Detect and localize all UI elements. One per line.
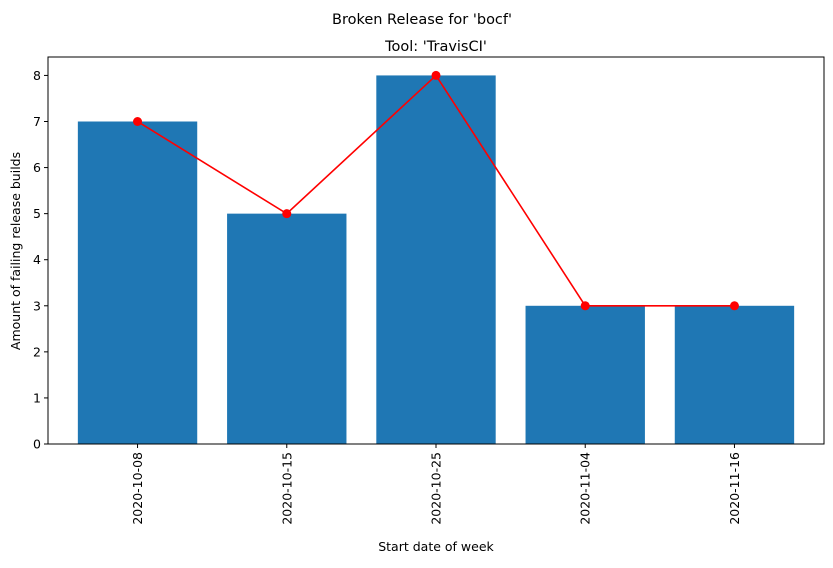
line-point-2020-11-16 — [729, 301, 739, 311]
y-tick-label-5: 5 — [33, 206, 41, 221]
chart-title: Tool: 'TravisCI' — [384, 39, 487, 55]
bar-2020-11-16 — [674, 305, 795, 444]
y-tick-label-7: 7 — [33, 114, 41, 129]
y-tick-label-3: 3 — [33, 298, 41, 313]
line-point-2020-10-08 — [133, 117, 143, 126]
y-tick-label-0: 0 — [33, 437, 41, 452]
bar-2020-10-25 — [376, 75, 496, 445]
y-tick-label-4: 4 — [33, 252, 41, 267]
y-axis: 0 1 2 3 4 5 6 7 8 — [33, 68, 48, 452]
x-axis-label: Start date of week — [378, 539, 494, 554]
x-axis: 2020-10-08 2020-10-15 2020-10-25 2020-11-04… — [130, 444, 742, 525]
y-tick-label-1: 1 — [33, 390, 41, 405]
bars-group — [77, 75, 795, 445]
y-axis-label: Amount of failing release builds — [8, 152, 23, 350]
bar-2020-10-15 — [227, 213, 347, 444]
line-point-2020-10-15 — [282, 209, 292, 219]
bar-2020-11-04 — [525, 305, 645, 444]
y-tick-label-6: 6 — [33, 160, 41, 175]
bar-2020-10-08 — [77, 121, 198, 444]
x-tick-label-2020-11-04: 2020-11-04 — [578, 452, 593, 525]
y-tick-label-8: 8 — [33, 68, 41, 83]
x-tick-label-2020-11-16: 2020-11-16 — [727, 452, 742, 525]
y-tick-label-2: 2 — [33, 344, 41, 359]
x-tick-label-2020-10-25: 2020-10-25 — [429, 452, 444, 525]
line-point-2020-10-25 — [431, 70, 441, 80]
x-tick-label-2020-10-08: 2020-10-08 — [130, 452, 145, 525]
line-series-group — [133, 70, 739, 311]
chart-suptitle: Broken Release for 'bocf' — [332, 12, 512, 28]
x-tick-label-2020-10-15: 2020-10-15 — [279, 452, 294, 525]
line-point-2020-11-04 — [580, 301, 590, 311]
